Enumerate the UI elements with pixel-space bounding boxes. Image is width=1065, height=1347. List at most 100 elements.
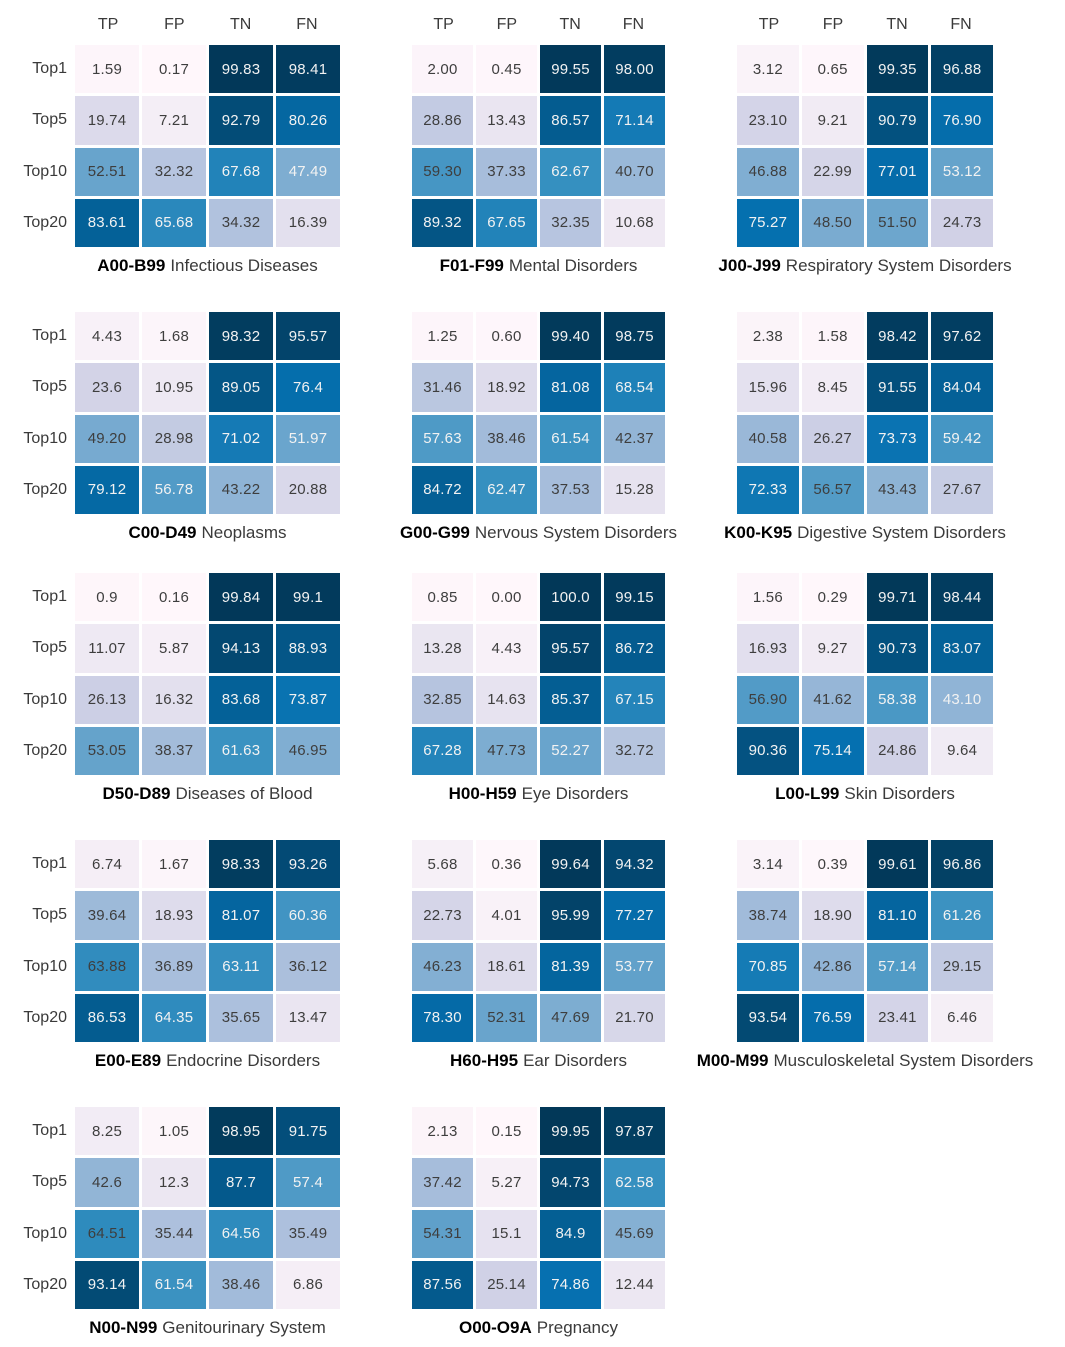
heatmap-cell-N00-N99-Top5-TN: 87.7 — [209, 1158, 273, 1207]
heatmap-cell-J00-J99-Top10-TP: 46.88 — [737, 147, 799, 196]
heatmap-cell-A00-B99-Top5-FP: 7.21 — [142, 96, 206, 145]
heatmap-panel-M00-M99: 3.14 0.39 99.61 96.86 38.74 18.90 81.10 61.26 70… — [697, 840, 1033, 1070]
heatmap-cell-N00-N99-Top5-TP: 42.6 — [75, 1158, 139, 1207]
heatmap-cell-K00-K95-Top5-TN: 91.55 — [866, 363, 929, 412]
panel-title-A00-B99: A00-B99 Infectious Diseases — [97, 256, 317, 276]
heatmap-cell-A00-B99-Top10-FN: 47.49 — [276, 147, 340, 196]
heatmap-cell-M00-M99-Top20-TP: 93.54 — [737, 993, 799, 1042]
heatmap-cells: 2.38 1.58 98.42 97.62 15.96 8.45 91.55 84.04 40.… — [737, 312, 993, 514]
heatmap-panel-H00-H59: 0.85 0.00 100.0 99.15 13.28 4.43 95.57 86.72 32.… — [412, 573, 665, 803]
heatmap-cell-M00-M99-Top20-TN: 23.41 — [866, 993, 929, 1042]
heatmap-cell-A00-B99-Top1-FN: 98.41 — [276, 45, 340, 94]
panel-code: G00-G99 — [399, 523, 470, 542]
panel-name: Genitourinary System — [162, 1318, 326, 1337]
panel-name: Pregnancy — [536, 1318, 619, 1337]
panel-name: Musculoskeletal System Disorders — [773, 1051, 1034, 1070]
heatmap-panel-E00-E89: Top1 Top5 Top10 Top20 6.74 1.67 98.33 93.26 39.6… — [23, 840, 340, 1070]
heatmap-cell-G00-G99-Top1-TN: 99.40 — [540, 312, 601, 361]
heatmap-cell-F01-F99-Top10-FP: 37.33 — [476, 147, 537, 196]
heatmap-cell-F01-F99-Top5-FP: 13.43 — [476, 96, 537, 145]
row-label-Top20: Top20 — [23, 1008, 67, 1026]
heatmap-cell-L00-L99-Top1-TP: 1.56 — [737, 573, 799, 622]
heatmap-cell-J00-J99-Top10-TN: 77.01 — [866, 147, 929, 196]
heatmap-cell-O00-O9A-Top5-TP: 37.42 — [412, 1158, 473, 1207]
heatmap-panel-F01-F99: TP FP TN FN 2.00 0.45 99.55 98.00 28.86 13.43 86.5… — [412, 16, 665, 275]
row-label-Top5: Top5 — [32, 1173, 67, 1191]
heatmap-cell-C00-D49-Top10-FN: 51.97 — [276, 414, 340, 463]
heatmap-cell-H60-H95-Top1-FN: 94.32 — [604, 840, 665, 889]
heatmap-cell-G00-G99-Top20-TN: 37.53 — [540, 465, 601, 514]
row-label-Top5: Top5 — [32, 111, 67, 129]
heatmap-cell-G00-G99-Top10-FN: 42.37 — [604, 414, 665, 463]
heatmap-cell-N00-N99-Top20-FN: 6.86 — [276, 1260, 340, 1309]
heatmap-cell-D50-D89-Top10-TN: 83.68 — [209, 675, 273, 724]
heatmap-cell-O00-O9A-Top1-TP: 2.13 — [412, 1107, 473, 1156]
heatmap-cell-D50-D89-Top20-TN: 61.63 — [209, 726, 273, 775]
heatmap-cell-D50-D89-Top20-TP: 53.05 — [75, 726, 139, 775]
heatmap-cell-L00-L99-Top10-TP: 56.90 — [737, 675, 799, 724]
row-label-Top5: Top5 — [32, 906, 67, 924]
column-headers: TP FP TN FN — [737, 12, 993, 38]
heatmap-cell-J00-J99-Top1-FN: 96.88 — [931, 45, 993, 94]
heatmap-cell-H60-H95-Top1-TP: 5.68 — [412, 840, 473, 889]
heatmap-cell-D50-D89-Top5-FP: 5.87 — [142, 624, 206, 673]
heatmap-cell-H00-H59-Top10-FP: 14.63 — [476, 675, 537, 724]
row-labels: Top1 Top5 Top10 Top20 — [0, 573, 67, 775]
heatmap-cell-H00-H59-Top20-FN: 32.72 — [604, 726, 665, 775]
panel-code: H60-H95 — [450, 1051, 519, 1070]
heatmap-cell-M00-M99-Top1-TN: 99.61 — [866, 840, 929, 889]
row-labels: Top1 Top5 Top10 Top20 — [0, 312, 67, 514]
heatmap-cell-M00-M99-Top20-FP: 76.59 — [801, 993, 864, 1042]
heatmap-cell-M00-M99-Top5-TP: 38.74 — [737, 891, 799, 940]
heatmap-cell-E00-E89-Top20-FN: 13.47 — [276, 993, 340, 1042]
heatmap-cell-E00-E89-Top1-FP: 1.67 — [142, 840, 206, 889]
heatmap-cells: 5.68 0.36 99.64 94.32 22.73 4.01 95.99 77.27 46.… — [412, 840, 665, 1042]
column-header-TN: TN — [229, 16, 252, 33]
heatmap-panel-D50-D89: Top1 Top5 Top10 Top20 0.9 0.16 99.84 99.1 11.07 5… — [23, 573, 340, 803]
heatmap-cell-O00-O9A-Top10-FN: 45.69 — [604, 1209, 665, 1258]
heatmap-cell-J00-J99-Top20-TN: 51.50 — [866, 198, 929, 247]
panel-code: H00-H59 — [448, 784, 517, 803]
panel-name: Diseases of Blood — [175, 784, 313, 803]
heatmap-cell-J00-J99-Top10-FP: 22.99 — [801, 147, 864, 196]
heatmap-cell-O00-O9A-Top20-TP: 87.56 — [412, 1260, 473, 1309]
heatmap-cell-N00-N99-Top10-TP: 64.51 — [75, 1209, 139, 1258]
heatmap-cell-G00-G99-Top10-TN: 61.54 — [540, 414, 601, 463]
heatmap-cell-C00-D49-Top20-TP: 79.12 — [75, 465, 139, 514]
heatmap-cell-F01-F99-Top5-TN: 86.57 — [540, 96, 601, 145]
heatmap-cell-M00-M99-Top10-TN: 57.14 — [866, 942, 929, 991]
heatmap-cell-O00-O9A-Top10-TN: 84.9 — [540, 1209, 601, 1258]
heatmap-cell-H60-H95-Top1-FP: 0.36 — [476, 840, 537, 889]
heatmap-cell-L00-L99-Top5-TN: 90.73 — [866, 624, 929, 673]
heatmap-cell-D50-D89-Top10-TP: 26.13 — [75, 675, 139, 724]
heatmap-cell-G00-G99-Top10-TP: 57.63 — [412, 414, 473, 463]
panel-name: Infectious Diseases — [170, 256, 318, 275]
heatmap-cell-M00-M99-Top10-TP: 70.85 — [737, 942, 799, 991]
panel-name: Endocrine Disorders — [166, 1051, 321, 1070]
heatmap-cell-G00-G99-Top5-TN: 81.08 — [540, 363, 601, 412]
heatmap-cell-O00-O9A-Top20-FN: 12.44 — [604, 1260, 665, 1309]
heatmap-cell-L00-L99-Top1-FP: 0.29 — [801, 573, 864, 622]
row-labels: Top1 Top5 Top10 Top20 — [0, 1107, 67, 1309]
heatmap-cell-F01-F99-Top5-TP: 28.86 — [412, 96, 473, 145]
heatmap-cell-C00-D49-Top10-TN: 71.02 — [209, 414, 273, 463]
heatmap-cells: 3.14 0.39 99.61 96.86 38.74 18.90 81.10 61.26 70… — [737, 840, 993, 1042]
panel-code: E00-E89 — [94, 1051, 162, 1070]
heatmap-cell-M00-M99-Top1-FP: 0.39 — [801, 840, 864, 889]
heatmap-cell-E00-E89-Top5-FN: 60.36 — [276, 891, 340, 940]
heatmap-cell-K00-K95-Top10-FP: 26.27 — [801, 414, 864, 463]
column-header-TN: TN — [559, 16, 581, 33]
heatmap-cell-L00-L99-Top5-FN: 83.07 — [931, 624, 993, 673]
heatmap-cell-L00-L99-Top20-FN: 9.64 — [931, 726, 993, 775]
heatmap-cell-F01-F99-Top20-FP: 67.65 — [476, 198, 537, 247]
heatmap-cell-C00-D49-Top20-TN: 43.22 — [209, 465, 273, 514]
heatmap-cell-N00-N99-Top1-FP: 1.05 — [142, 1107, 206, 1156]
heatmap-cell-F01-F99-Top10-TN: 62.67 — [540, 147, 601, 196]
heatmap-cell-N00-N99-Top20-TP: 93.14 — [75, 1260, 139, 1309]
heatmap-cell-M00-M99-Top20-FN: 6.46 — [931, 993, 993, 1042]
heatmap-cell-H00-H59-Top5-FP: 4.43 — [476, 624, 537, 673]
row-label-Top5: Top5 — [32, 639, 67, 657]
heatmap-cell-E00-E89-Top10-TP: 63.88 — [75, 942, 139, 991]
heatmap-cell-E00-E89-Top1-TN: 98.33 — [209, 840, 273, 889]
heatmap-cell-G00-G99-Top5-FN: 68.54 — [604, 363, 665, 412]
